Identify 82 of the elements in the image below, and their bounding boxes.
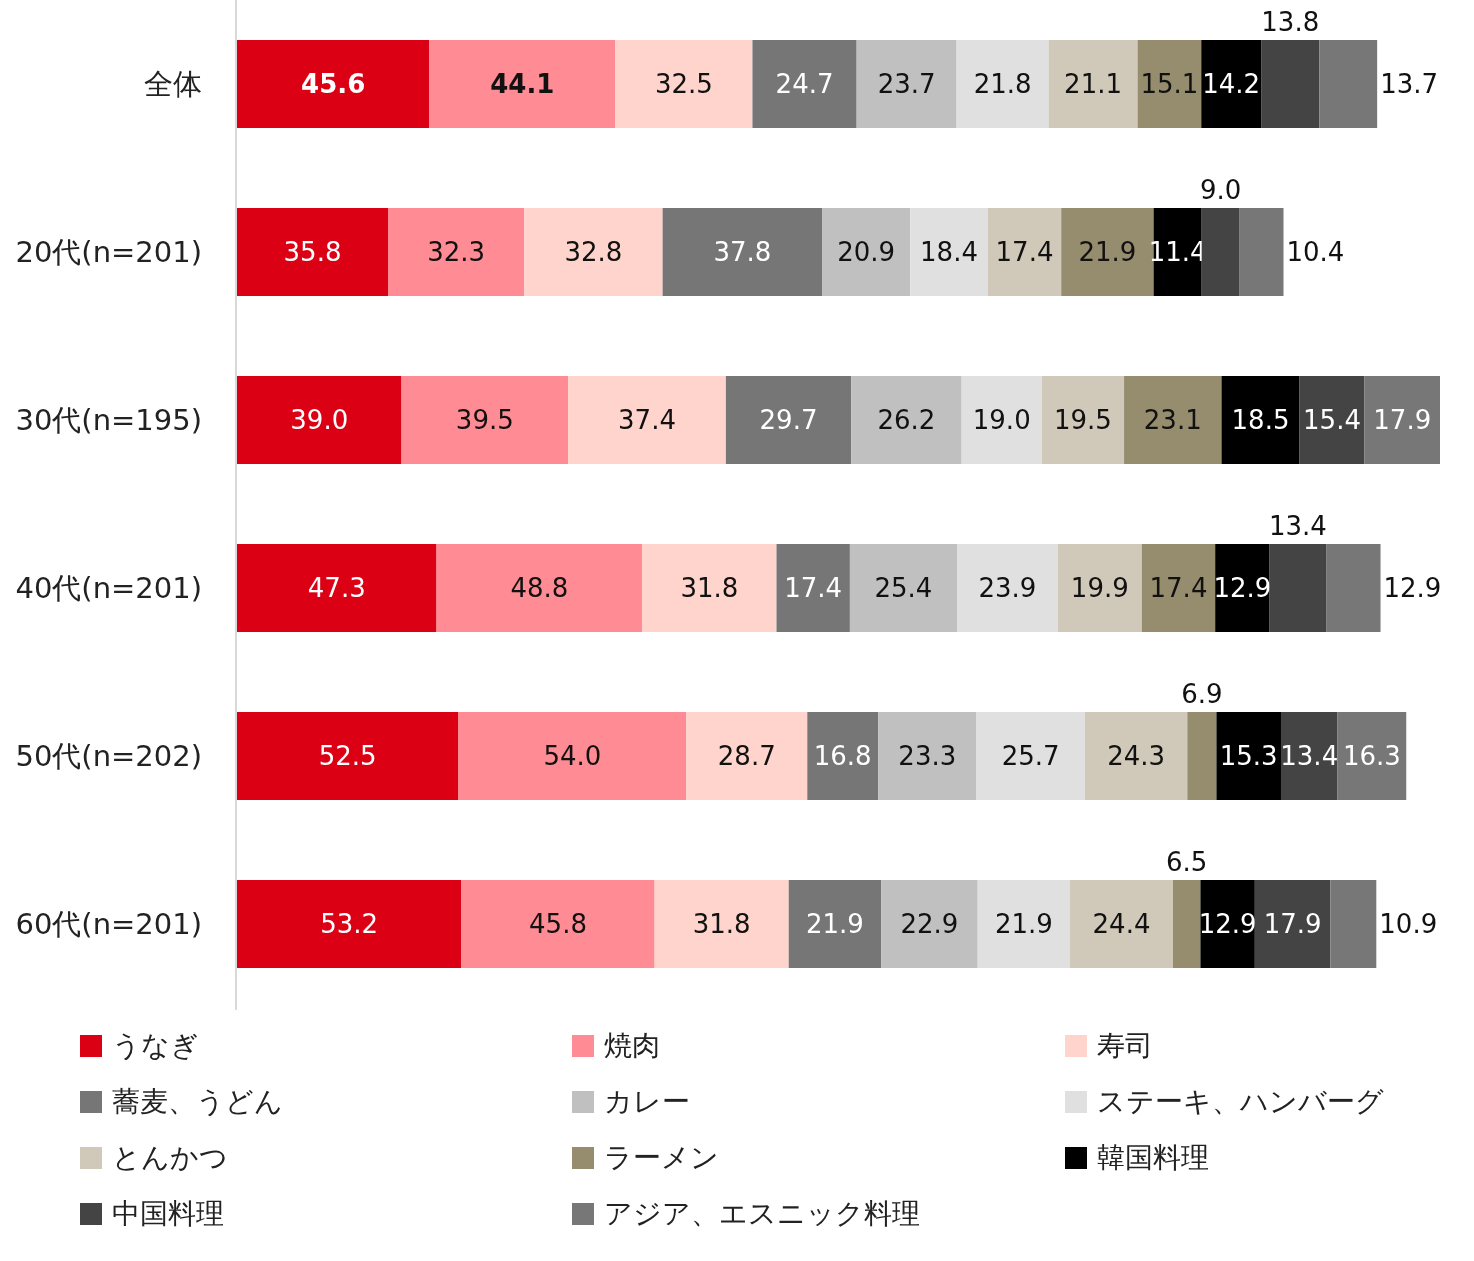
data-label: 28.7 [717, 741, 776, 771]
data-label: 18.5 [1231, 405, 1290, 435]
data-label: 10.9 [1379, 909, 1438, 939]
data-label: 13.8 [1261, 7, 1320, 37]
data-label: 16.8 [813, 741, 872, 771]
legend-label: 中国料理 [112, 1197, 224, 1230]
data-label: 25.4 [874, 573, 933, 603]
data-label: 17.4 [1149, 573, 1208, 603]
legend-label: カレー [604, 1085, 690, 1118]
data-label: 24.3 [1107, 741, 1166, 771]
legend-label: ステーキ、ハンバーグ [1097, 1085, 1384, 1118]
data-label: 26.2 [877, 405, 936, 435]
data-label: 32.5 [654, 69, 713, 99]
data-label: 17.4 [784, 573, 843, 603]
data-label: 37.4 [618, 405, 676, 435]
data-label: 54.0 [543, 741, 602, 771]
data-label: 23.9 [978, 573, 1037, 603]
data-label: 19.5 [1053, 405, 1112, 435]
data-label: 21.8 [973, 69, 1032, 99]
y-tick-label: 40代(n=201) [15, 571, 202, 605]
data-label: 47.3 [307, 573, 366, 603]
data-label: 14.2 [1202, 69, 1261, 99]
data-label: 21.9 [1078, 237, 1137, 267]
data-label: 12.9 [1383, 573, 1442, 603]
data-label: 31.8 [692, 909, 751, 939]
legend-label: 焼肉 [604, 1029, 660, 1062]
data-label: 23.3 [898, 741, 957, 771]
data-label: 15.3 [1219, 741, 1278, 771]
data-label: 23.7 [877, 69, 936, 99]
data-label: 20.9 [837, 237, 896, 267]
data-label: 12.9 [1198, 909, 1257, 939]
legend-label: 韓国料理 [1097, 1141, 1209, 1174]
data-label: 10.4 [1286, 237, 1345, 267]
data-label: 21.9 [805, 909, 864, 939]
data-label: 48.8 [510, 573, 569, 603]
data-label: 15.1 [1140, 69, 1199, 99]
data-label: 6.9 [1181, 679, 1223, 709]
data-label: 32.8 [564, 237, 623, 267]
data-label: 24.4 [1092, 909, 1151, 939]
y-tick-label: 全体 [144, 67, 202, 101]
y-tick-label: 30代(n=195) [15, 403, 202, 437]
data-label: 13.4 [1280, 741, 1339, 771]
legend-label: 寿司 [1097, 1029, 1153, 1062]
data-label: 17.4 [995, 237, 1054, 267]
data-label: 17.9 [1373, 405, 1432, 435]
data-label: 39.5 [455, 405, 514, 435]
data-label: 19.0 [972, 405, 1031, 435]
data-label: 21.9 [994, 909, 1053, 939]
y-tick-label: 60代(n=201) [15, 907, 202, 941]
data-label: 53.2 [320, 909, 379, 939]
data-label: 45.6 [301, 69, 366, 99]
data-label: 23.1 [1143, 405, 1202, 435]
data-label: 16.3 [1342, 741, 1401, 771]
data-label: 37.8 [713, 237, 772, 267]
data-label: 12.9 [1213, 573, 1272, 603]
data-label: 29.7 [759, 405, 818, 435]
data-label: 9.0 [1199, 175, 1242, 205]
data-label: 39.0 [290, 405, 349, 435]
data-label: 44.1 [490, 69, 555, 99]
data-label: 32.3 [427, 237, 486, 267]
data-label: 24.7 [775, 69, 834, 99]
legend-label: うなぎ [112, 1029, 199, 1062]
legend-label: ラーメン [604, 1141, 719, 1174]
data-label: 6.5 [1166, 847, 1208, 877]
data-label: 13.4 [1268, 511, 1327, 541]
data-label: 31.8 [680, 573, 739, 603]
y-tick-label: 50代(n=202) [15, 739, 202, 773]
data-label: 25.7 [1001, 741, 1060, 771]
legend-label: アジア、エスニック料理 [604, 1197, 920, 1230]
data-label: 17.9 [1263, 909, 1322, 939]
y-tick-label: 20代(n=201) [15, 235, 202, 269]
data-label: 13.7 [1380, 69, 1439, 99]
data-label: 52.5 [318, 741, 377, 771]
data-label: 35.8 [283, 237, 342, 267]
data-label: 21.1 [1064, 69, 1123, 99]
data-label: 18.4 [920, 237, 978, 267]
data-label: 22.9 [900, 909, 959, 939]
data-label: 19.9 [1070, 573, 1129, 603]
data-label: 45.8 [529, 909, 587, 939]
legend-label: とんかつ [112, 1141, 228, 1174]
legend-label: 蕎麦、うどん [112, 1085, 283, 1118]
data-label: 15.4 [1303, 405, 1361, 435]
